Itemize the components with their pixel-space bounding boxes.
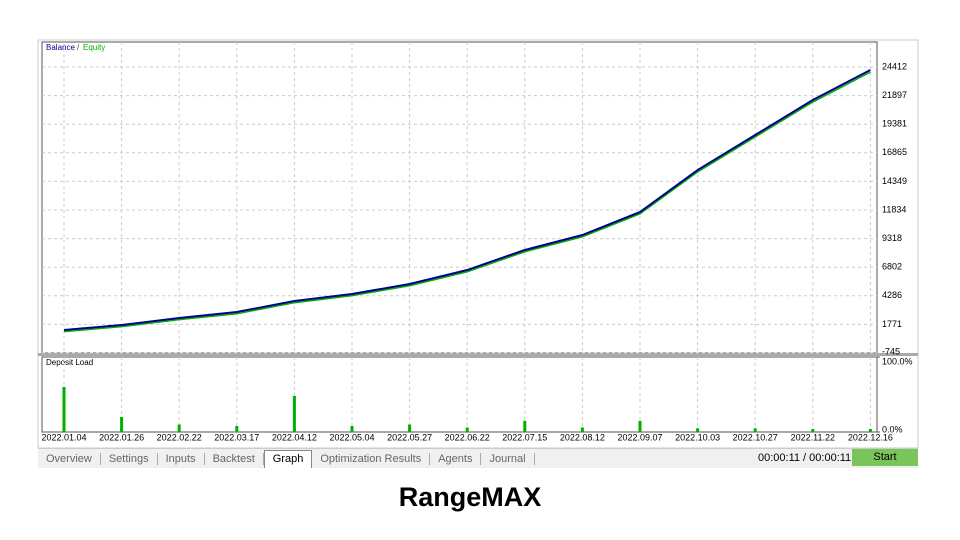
series-line bbox=[63, 71, 871, 333]
x-tick-label: 2022.08.12 bbox=[560, 432, 605, 442]
bar bbox=[465, 427, 469, 432]
start-button[interactable]: Start bbox=[852, 449, 918, 466]
x-tick-label: 2022.01.04 bbox=[41, 432, 86, 442]
bar bbox=[235, 426, 239, 432]
x-tick-label: 2022.01.26 bbox=[99, 432, 144, 442]
tab[interactable]: Graph bbox=[263, 450, 313, 468]
y-tick-label: 24412 bbox=[882, 61, 907, 71]
bar bbox=[638, 420, 642, 432]
tab[interactable]: Journal bbox=[481, 452, 535, 465]
deposit-frame bbox=[41, 356, 878, 433]
x-tick-label: 2022.05.04 bbox=[329, 432, 374, 442]
tab[interactable]: Backtest bbox=[205, 452, 264, 465]
deposit-title: Deposit Load bbox=[46, 358, 93, 367]
y-tick-label: 16865 bbox=[882, 147, 907, 157]
y-tick-label: 19381 bbox=[882, 119, 907, 129]
x-tick-label: 2022.02.22 bbox=[157, 432, 202, 442]
bar bbox=[696, 428, 700, 432]
tab-bar: Overview Settings Inputs Backtest Graph Optim… bbox=[38, 448, 918, 468]
legend-equity: Equity bbox=[83, 43, 105, 52]
series-line bbox=[63, 69, 871, 331]
legend-separator: / bbox=[77, 43, 80, 52]
splitter bbox=[38, 353, 918, 356]
bar bbox=[292, 396, 296, 432]
bar bbox=[120, 417, 124, 432]
bar bbox=[62, 387, 66, 432]
bar bbox=[753, 428, 757, 432]
x-tick-label: 2022.05.27 bbox=[387, 432, 432, 442]
x-tick-label: 2022.06.22 bbox=[445, 432, 490, 442]
y-tick-label: 9318 bbox=[882, 233, 902, 243]
y-tick-label: 1771 bbox=[882, 319, 902, 329]
y-tick-label: 21897 bbox=[882, 90, 907, 100]
y-tick-label: 6802 bbox=[882, 262, 902, 272]
bar bbox=[580, 427, 584, 432]
x-tick-label: 2022.09.07 bbox=[617, 432, 662, 442]
bar bbox=[350, 426, 354, 432]
x-tick-label: 2022.07.15 bbox=[502, 432, 547, 442]
bar bbox=[523, 420, 527, 432]
bar bbox=[408, 424, 412, 432]
y-tick-label: 100.0% bbox=[882, 356, 913, 366]
bar bbox=[177, 424, 181, 432]
y-tick-label: -745 bbox=[882, 346, 900, 356]
tab[interactable]: Overview bbox=[38, 452, 101, 465]
bar bbox=[811, 429, 815, 432]
x-tick-label: 2022.10.27 bbox=[733, 432, 778, 442]
y-tick-label: 11834 bbox=[882, 204, 906, 214]
legend-balance: Balance bbox=[46, 43, 75, 52]
x-tick-label: 2022.11.22 bbox=[791, 432, 835, 442]
x-tick-label: 2022.12.16 bbox=[848, 432, 893, 442]
caption: RangeMAX bbox=[398, 482, 542, 512]
bar bbox=[868, 429, 872, 432]
x-tick-label: 2022.03.17 bbox=[214, 432, 259, 442]
tab[interactable]: Inputs bbox=[158, 452, 205, 465]
x-tick-label: 2022.04.12 bbox=[272, 432, 317, 442]
x-tick-label: 2022.10.03 bbox=[675, 432, 720, 442]
y-tick-label: 14349 bbox=[882, 176, 907, 186]
tab[interactable]: Optimization Results bbox=[312, 452, 431, 465]
plot-frame bbox=[41, 41, 878, 354]
tab[interactable]: Agents bbox=[430, 452, 482, 465]
y-tick-label: 0.0% bbox=[882, 424, 903, 434]
timer: 00:00:11 / 00:00:11 bbox=[758, 452, 852, 464]
chart: Balance / Equity Deposit Load 2022.01.04… bbox=[37, 39, 919, 448]
tab[interactable]: Settings bbox=[101, 452, 158, 465]
y-tick-label: 4286 bbox=[882, 290, 902, 300]
